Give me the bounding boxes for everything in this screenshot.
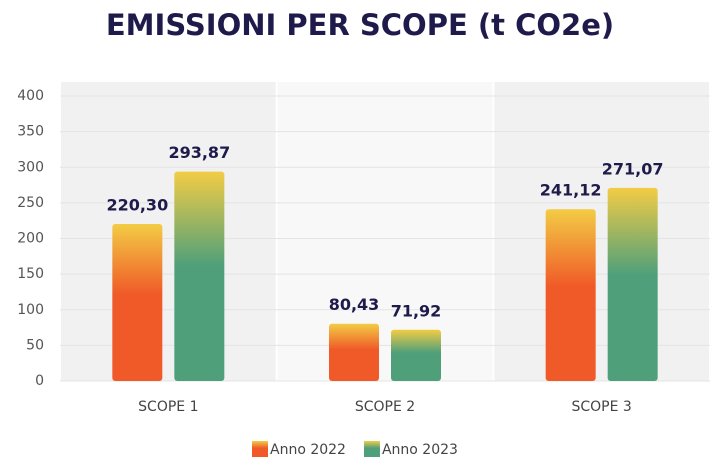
y-tick-label: 100	[17, 302, 44, 318]
data-label: 80,43	[329, 295, 380, 314]
category-band	[61, 82, 276, 381]
y-tick-label: 250	[17, 195, 44, 211]
bar	[174, 171, 225, 381]
y-tick-label: 0	[35, 373, 44, 389]
legend-label: Anno 2022	[270, 442, 346, 458]
bar	[112, 224, 163, 381]
bar	[607, 187, 658, 381]
data-label: 293,87	[168, 143, 230, 162]
y-tick-label: 350	[17, 124, 44, 140]
data-label: 241,12	[540, 181, 602, 200]
data-label: 220,30	[106, 196, 168, 215]
category-band	[494, 82, 709, 381]
data-label: 71,92	[391, 301, 442, 320]
y-tick-label: 50	[26, 337, 44, 353]
bar	[545, 209, 596, 381]
y-tick-label: 300	[17, 159, 44, 175]
legend-label: Anno 2023	[382, 442, 458, 458]
chart-title: EMISSIONI PER SCOPE (t CO2e)	[106, 8, 614, 42]
legend-swatch	[363, 441, 380, 457]
y-tick-label: 150	[17, 266, 44, 282]
x-tick-label: SCOPE 2	[355, 399, 415, 415]
y-tick-label: 400	[17, 88, 44, 104]
x-tick-label: SCOPE 1	[138, 399, 198, 415]
x-tick-label: SCOPE 3	[572, 399, 632, 415]
y-tick-label: 200	[17, 231, 44, 247]
bar	[391, 329, 441, 381]
category-band	[277, 82, 493, 381]
bar	[329, 323, 379, 381]
legend-swatch	[252, 441, 268, 457]
data-label: 271,07	[602, 159, 664, 178]
